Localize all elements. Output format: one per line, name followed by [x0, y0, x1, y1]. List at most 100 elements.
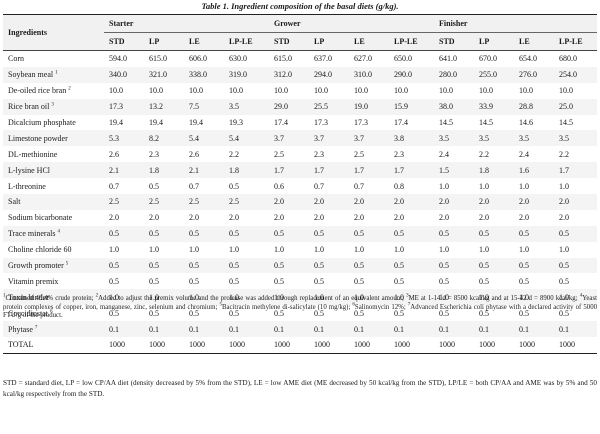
table-row: Toxin binder 1.0 1.0 1.0 1.0 1.0 1.0 1.0 1.0 1.0 1… [3, 289, 598, 306]
table-row: DL-methionine 2.6 2.3 2.6 2.2 2.5 2.3 2.5 2.3 2.4… [3, 146, 597, 162]
value-cell: 0.5 [109, 276, 119, 286]
ingredients-header: Ingredients [3, 14, 104, 51]
value-cell: 637.0 [314, 54, 332, 64]
table-row: Corn 594.0 615.0 606.0 630.0 615.0 637.0 627.0 6… [3, 51, 597, 67]
value-cell: 3.5 [554, 130, 598, 147]
value-cell: 10.0 [354, 86, 368, 96]
value-cell: 0.7 [189, 181, 199, 191]
value-cell: 10.0 [559, 86, 574, 96]
value-cell: 19.4 [149, 118, 163, 127]
value-cell: 2.2 [229, 149, 239, 159]
value-cell: 1.7 [389, 162, 435, 179]
diet-header-grower-lp: LP [309, 32, 349, 51]
value-cell: 321.0 [144, 66, 184, 83]
value-cell: 1.0 [439, 181, 450, 191]
value-cell: 5.4 [184, 130, 224, 147]
value-cell: 17.4 [274, 118, 288, 127]
diet-header-starter-le: LE [184, 32, 224, 51]
value-cell: 0.5 [439, 276, 450, 286]
value-cell: 14.5 [559, 118, 574, 127]
ingredient-footnote-marker: 5 [65, 261, 69, 267]
value-cell: 2.4 [519, 149, 530, 159]
footnote-1: Contained 49.4% crude protein; [5, 295, 96, 302]
value-cell: 28.8 [514, 98, 555, 115]
value-cell: 17.3 [354, 118, 368, 127]
value-cell: 2.5 [224, 194, 269, 210]
value-cell: 2.0 [309, 194, 349, 210]
ingredient-name: L-threonine [8, 181, 46, 191]
ingredient-name: Phytase [8, 324, 33, 334]
value-cell: 2.2 [559, 149, 570, 159]
value-cell: 0.5 [434, 257, 475, 274]
value-cell: 0.5 [559, 308, 570, 318]
value-cell: 1.8 [224, 162, 269, 179]
value-cell: 2.0 [229, 213, 239, 223]
value-cell: 0.5 [354, 308, 364, 318]
table-row: L-lysine HCl 2.1 1.8 2.1 1.8 1.7 1.7 1.7 1.7 1.5 1… [3, 162, 598, 179]
ingredient-name: Choline chloride 60 [8, 245, 72, 255]
value-cell: 2.3 [394, 149, 404, 159]
value-cell: 17.3 [104, 98, 144, 115]
value-cell: 615.0 [149, 54, 167, 64]
ingredient-name: Vitamin premix [8, 276, 59, 286]
value-cell: 0.1 [554, 321, 598, 338]
value-cell: 1000 [104, 337, 144, 354]
value-cell: 0.5 [314, 276, 324, 286]
value-cell: 641.0 [439, 54, 458, 64]
ingredient-name-cell: Soybean meal 1 [3, 66, 104, 83]
value-cell: 17.3 [314, 118, 328, 127]
value-cell: 14.5 [479, 118, 494, 127]
value-cell: 2.0 [514, 194, 555, 210]
ingredient-footnote-marker: 3 [51, 102, 54, 108]
value-cell: 2.5 [184, 194, 224, 210]
value-cell: 280.0 [434, 66, 475, 83]
value-cell: 0.5 [519, 276, 530, 286]
ingredient-table: Ingredients Starter Grower Finisher STD L… [3, 14, 598, 354]
table-row: Sodium bicarbonate 2.0 2.0 2.0 2.0 2.0 2.0 2.0 2… [3, 210, 597, 226]
group-header-finisher: Finisher [434, 14, 598, 33]
group-header-starter: Starter [104, 14, 269, 33]
value-cell: 10.0 [519, 86, 534, 96]
value-cell: 2.0 [559, 213, 570, 223]
value-cell: 1.0 [349, 289, 389, 306]
ingredient-name-cell: Corn [3, 51, 104, 67]
value-cell: 2.0 [149, 213, 159, 223]
footnote-7-marker: 7 [407, 302, 411, 308]
diet-header-grower-std: STD [269, 32, 309, 51]
ingredient-name: Rice bran oil [8, 102, 50, 112]
ingredient-footnote-marker: 7 [34, 324, 38, 330]
diet-header-starter-lp-le: LP-LE [224, 32, 269, 51]
abbreviation-note: STD = standard diet, LP = low CP/AA diet… [3, 379, 597, 399]
value-cell: 2.5 [274, 149, 284, 159]
value-cell: 0.5 [514, 225, 555, 242]
value-cell: 1.0 [434, 289, 475, 306]
ingredient-name-cell: Dicalcium phosphate [3, 115, 104, 131]
table-body: Corn 594.0 615.0 606.0 630.0 615.0 637.0 627.0 6… [3, 51, 598, 354]
value-cell: 1.0 [354, 245, 364, 255]
value-cell: 0.5 [104, 257, 144, 274]
value-cell: 2.0 [389, 194, 435, 210]
ingredient-name-cell: L-threonine [3, 178, 104, 194]
value-cell: 3.5 [474, 130, 515, 147]
value-cell: 2.3 [149, 149, 159, 159]
value-cell: 10.0 [274, 86, 288, 96]
table-row: Salt 2.5 2.5 2.5 2.5 2.0 2.0 2.0 2.0 2.0 2.0 2.0 2.0 [3, 194, 598, 210]
ingredient-name: Sodium bicarbonate [8, 213, 73, 223]
value-cell: 1.0 [394, 245, 404, 255]
value-cell: 29.0 [269, 98, 309, 115]
value-cell: 0.5 [189, 308, 199, 318]
value-cell: 1.8 [474, 162, 515, 179]
ingredient-name-cell: Coccidiostat 6 [3, 305, 104, 321]
value-cell: 0.5 [269, 225, 309, 242]
ingredient-name-cell: De-oiled rice bran 2 [3, 83, 104, 99]
value-cell: 0.5 [389, 257, 435, 274]
value-cell: 0.5 [474, 225, 515, 242]
value-cell: 1.0 [389, 289, 435, 306]
value-cell: 2.6 [189, 149, 199, 159]
value-cell: 1000 [554, 337, 598, 354]
value-cell: 0.1 [104, 321, 144, 338]
ingredient-name-cell: Limestone powder [3, 130, 104, 147]
value-cell: 0.1 [474, 321, 515, 338]
ingredient-name-cell: L-lysine HCl [3, 162, 104, 179]
ingredient-name: Coccidiostat [8, 308, 48, 318]
